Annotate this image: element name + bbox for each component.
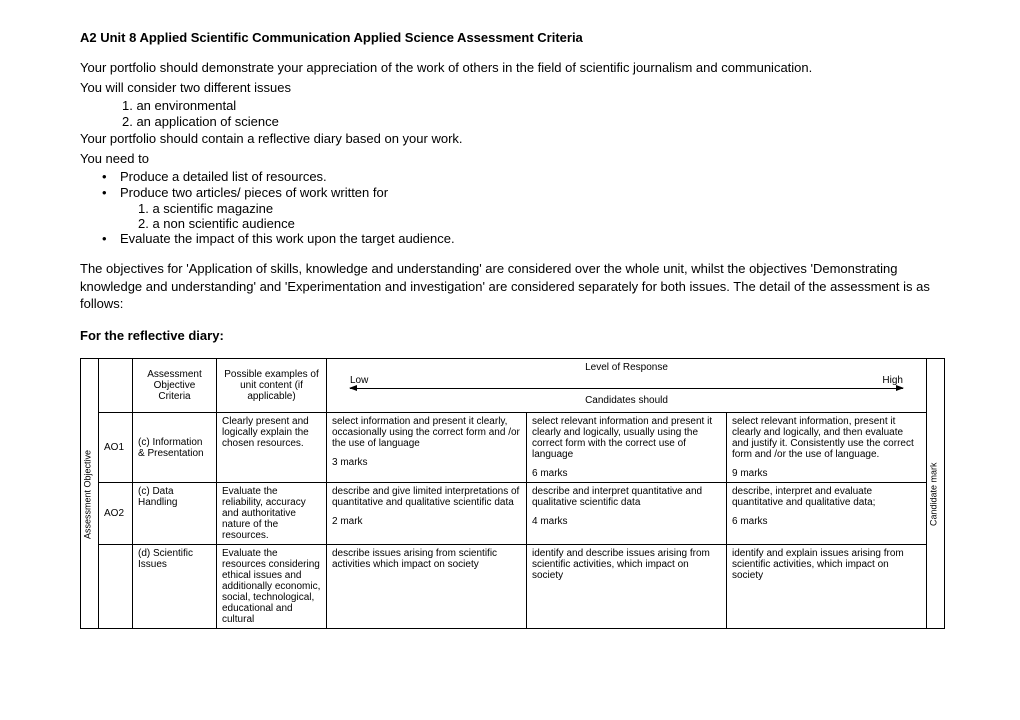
- sub-2: 2. a non scientific audience: [138, 216, 940, 231]
- sub-1: 1. a scientific magazine: [138, 201, 940, 216]
- bullet-3: •Evaluate the impact of this work upon t…: [102, 231, 940, 246]
- ex-cell: Evaluate the resources considering ethic…: [217, 545, 327, 629]
- ex-cell: Evaluate the reliability, accuracy and a…: [217, 483, 327, 545]
- level-cell: select relevant information, present it …: [727, 413, 927, 483]
- page-title: A2 Unit 8 Applied Scientific Communicati…: [80, 30, 940, 45]
- intro-p2: You will consider two different issues: [80, 79, 940, 97]
- level-cell: select relevant information and present …: [527, 413, 727, 483]
- level-cell: describe, interpret and evaluate quantit…: [727, 483, 927, 545]
- level-cell: identify and explain issues arising from…: [727, 545, 927, 629]
- hdr-criteria: Assessment Objective Criteria: [133, 359, 217, 413]
- level-cell: describe and interpret quantitative and …: [527, 483, 727, 545]
- hdr-examples: Possible examples of unit content (if ap…: [217, 359, 327, 413]
- issue-2: 2. an application of science: [122, 114, 940, 129]
- rot-right: Candidate mark: [927, 359, 945, 629]
- ao-cell: AO1: [99, 413, 133, 483]
- level-header: Level of Response LowHigh Candidates sho…: [327, 359, 927, 413]
- crit-cell: (c) Information & Presentation: [133, 413, 217, 483]
- intro-p1: Your portfolio should demonstrate your a…: [80, 59, 940, 77]
- table-row: (d) Scientific Issues Evaluate the resou…: [81, 545, 945, 629]
- crit-cell: (d) Scientific Issues: [133, 545, 217, 629]
- table-row: AO2 (c) Data Handling Evaluate the relia…: [81, 483, 945, 545]
- level-cell: describe and give limited interpretation…: [327, 483, 527, 545]
- bullet-1: •Produce a detailed list of resources.: [102, 169, 940, 184]
- bullet-2: •Produce two articles/ pieces of work wr…: [102, 185, 940, 200]
- ex-cell: Clearly present and logically explain th…: [217, 413, 327, 483]
- ao-cell: AO2: [99, 483, 133, 545]
- reflective-heading: For the reflective diary:: [80, 327, 940, 345]
- level-cell: select information and present it clearl…: [327, 413, 527, 483]
- issue-1: 1. an environmental: [122, 98, 940, 113]
- intro-p3: Your portfolio should contain a reflecti…: [80, 130, 940, 148]
- ao-cell: [99, 545, 133, 629]
- intro-p4: You need to: [80, 150, 940, 168]
- crit-cell: (c) Data Handling: [133, 483, 217, 545]
- objectives-para: The objectives for 'Application of skill…: [80, 260, 940, 313]
- table-row: AO1 (c) Information & Presentation Clear…: [81, 413, 945, 483]
- criteria-table: Assessment Objective Assessment Objectiv…: [80, 358, 945, 629]
- rot-left: Assessment Objective: [81, 359, 99, 629]
- level-cell: describe issues arising from scientific …: [327, 545, 527, 629]
- level-cell: identify and describe issues arising fro…: [527, 545, 727, 629]
